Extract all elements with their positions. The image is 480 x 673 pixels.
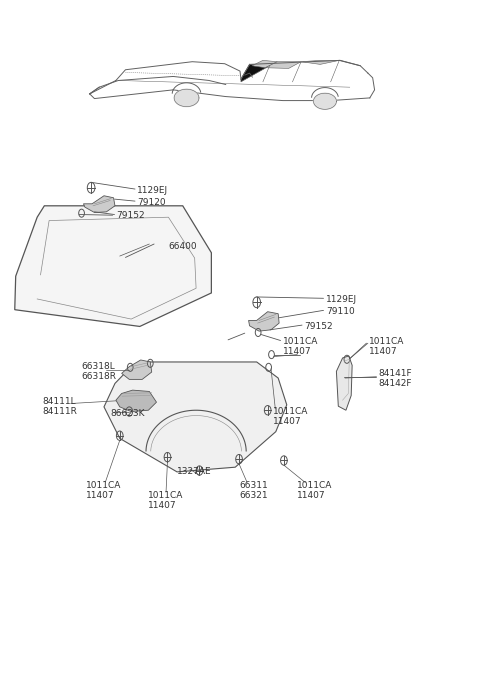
Text: 11407: 11407 bbox=[283, 347, 312, 357]
Text: 1327AE: 1327AE bbox=[177, 467, 212, 476]
Polygon shape bbox=[104, 362, 287, 472]
Text: 66321: 66321 bbox=[239, 491, 268, 500]
Text: 1011CA: 1011CA bbox=[148, 491, 184, 500]
Text: 11407: 11407 bbox=[86, 491, 115, 500]
Text: 11407: 11407 bbox=[297, 491, 326, 500]
Text: 79110: 79110 bbox=[326, 307, 355, 316]
Text: 11407: 11407 bbox=[369, 347, 397, 357]
Text: 84111L: 84111L bbox=[42, 397, 75, 406]
Polygon shape bbox=[265, 62, 301, 69]
Text: 1011CA: 1011CA bbox=[297, 481, 333, 490]
Polygon shape bbox=[336, 356, 352, 411]
Polygon shape bbox=[15, 206, 211, 326]
Text: 66318L: 66318L bbox=[82, 362, 115, 371]
Text: 84111R: 84111R bbox=[42, 407, 77, 416]
Polygon shape bbox=[116, 390, 156, 412]
Text: 1129EJ: 1129EJ bbox=[326, 295, 357, 304]
Polygon shape bbox=[174, 90, 199, 106]
Text: 11407: 11407 bbox=[274, 417, 302, 426]
Text: 1129EJ: 1129EJ bbox=[137, 186, 168, 195]
Text: 79120: 79120 bbox=[137, 198, 166, 207]
Text: 86623K: 86623K bbox=[110, 409, 144, 418]
Text: 1011CA: 1011CA bbox=[369, 337, 404, 347]
Polygon shape bbox=[301, 61, 339, 65]
Text: 1011CA: 1011CA bbox=[86, 481, 122, 490]
Text: 84141F: 84141F bbox=[378, 369, 412, 378]
Text: 84142F: 84142F bbox=[378, 379, 412, 388]
Text: 66318R: 66318R bbox=[82, 372, 117, 381]
Text: 66311: 66311 bbox=[239, 481, 268, 490]
Text: 79152: 79152 bbox=[304, 322, 333, 331]
Polygon shape bbox=[121, 360, 152, 380]
Polygon shape bbox=[84, 196, 115, 213]
Text: 79152: 79152 bbox=[116, 211, 144, 220]
Polygon shape bbox=[313, 94, 336, 109]
Polygon shape bbox=[252, 61, 277, 68]
Text: 66400: 66400 bbox=[168, 242, 197, 250]
Text: 11407: 11407 bbox=[148, 501, 177, 510]
Text: 1011CA: 1011CA bbox=[283, 337, 318, 347]
Polygon shape bbox=[241, 65, 270, 82]
Text: 1011CA: 1011CA bbox=[274, 407, 309, 416]
Polygon shape bbox=[249, 312, 279, 331]
